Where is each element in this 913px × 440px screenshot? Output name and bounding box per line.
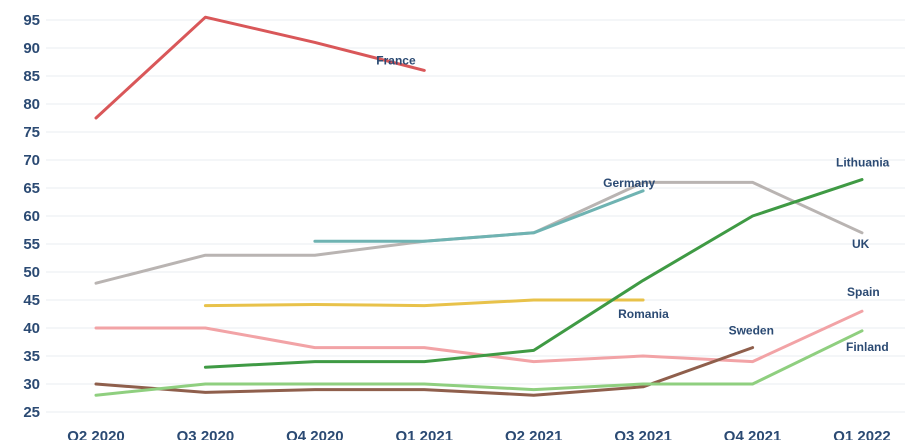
- y-tick-label: 40: [23, 320, 40, 337]
- x-tick-label: Q3 2020: [177, 428, 235, 440]
- y-tick-label: 70: [23, 152, 40, 169]
- series-label-germany: Germany: [603, 176, 655, 190]
- gridlines: [46, 19, 905, 413]
- y-tick-label: 85: [23, 68, 40, 85]
- x-tick-label: Q1 2021: [396, 428, 454, 440]
- series-labels: France UK Germany Romania Spain Lithuania Swed…: [376, 53, 889, 353]
- x-tick-label: Q1 2022: [833, 428, 891, 440]
- series-line-lithuania: [203, 178, 864, 369]
- series-label-romania: Romania: [618, 307, 669, 321]
- series-line-germany: [313, 189, 645, 243]
- x-axis: Q2 2020 Q3 2020 Q4 2020 Q1 2021 Q2 2021 Q3 20…: [67, 428, 891, 440]
- y-tick-label: 55: [23, 236, 40, 253]
- series-line-france: [94, 15, 426, 120]
- series-label-spain: Spain: [847, 285, 880, 299]
- y-tick-label: 60: [23, 208, 40, 225]
- series-line-romania: [203, 298, 645, 308]
- y-tick-label: 30: [23, 376, 40, 393]
- x-tick-label: Q2 2020: [67, 428, 125, 440]
- x-tick-label: Q2 2021: [505, 428, 563, 440]
- y-tick-label: 90: [23, 40, 40, 57]
- series-label-finland: Finland: [846, 340, 889, 354]
- y-tick-label: 25: [23, 404, 40, 421]
- x-tick-label: Q4 2021: [724, 428, 782, 440]
- y-tick-label: 50: [23, 264, 40, 281]
- y-tick-label: 65: [23, 180, 40, 197]
- series-label-lithuania: Lithuania: [836, 156, 890, 170]
- series-label-france: France: [376, 53, 416, 67]
- y-tick-label: 80: [23, 96, 40, 113]
- series-line-finland: [94, 329, 864, 397]
- series-line-sweden: [94, 346, 755, 397]
- y-tick-label: 75: [23, 124, 40, 141]
- x-tick-label: Q3 2021: [614, 428, 672, 440]
- y-tick-label: 45: [23, 292, 40, 309]
- series-line-uk: [94, 180, 864, 285]
- y-axis: 25 30 35 40 45 50 55 60 65 70 75 80 85 90 95: [23, 12, 40, 421]
- series-label-uk: UK: [852, 237, 870, 251]
- y-tick-label: 95: [23, 12, 40, 29]
- y-tick-label: 35: [23, 348, 40, 365]
- series-label-sweden: Sweden: [729, 324, 774, 338]
- x-tick-label: Q4 2020: [286, 428, 344, 440]
- series-lines: [94, 15, 864, 397]
